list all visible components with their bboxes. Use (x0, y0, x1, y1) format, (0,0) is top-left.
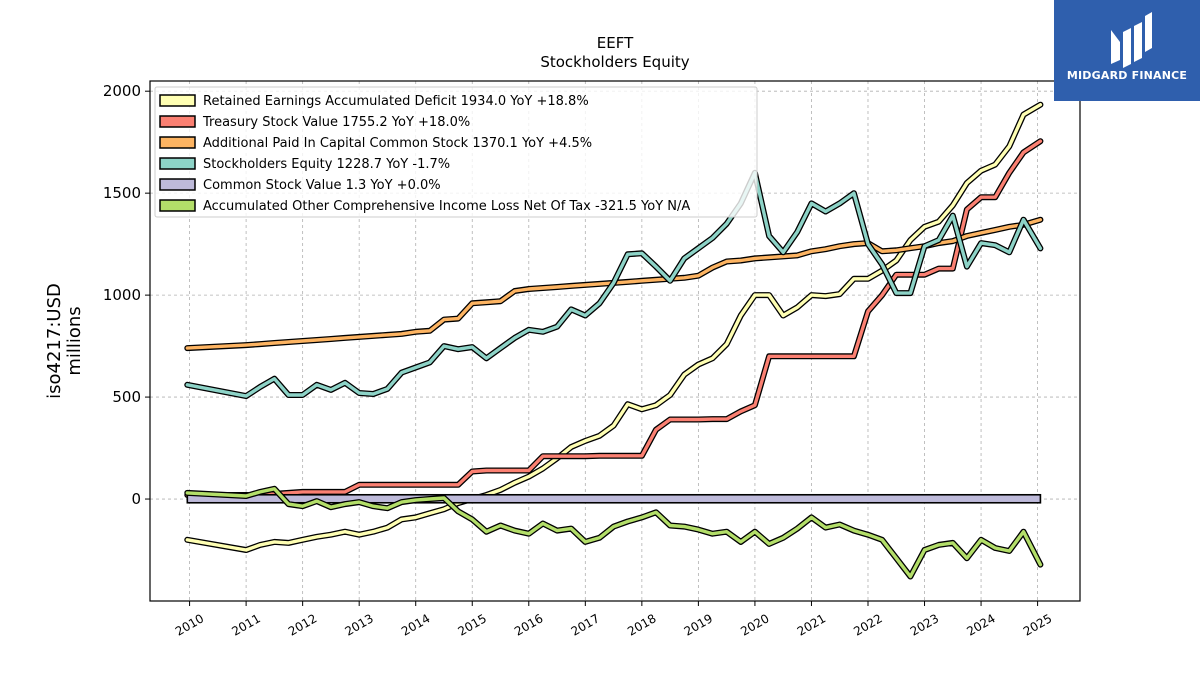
legend-entry: Treasury Stock Value 1755.2 YoY +18.0% (202, 115, 470, 130)
y-tick-label: 2000 (103, 82, 141, 100)
brand-logo: MIDGARD FINANCE (1054, 0, 1200, 101)
legend-swatch (159, 157, 196, 170)
legend: Retained Earnings Accumulated Deficit 19… (154, 86, 758, 218)
y-axis-label-line1: iso4217:USD (44, 283, 65, 399)
x-tick-label: 2011 (229, 611, 262, 638)
series-1-stroke (185, 139, 1043, 497)
legend-entry: Common Stock Value 1.3 YoY +0.0% (203, 178, 441, 193)
x-tick-label: 2023 (908, 611, 941, 638)
x-tick-label: 2018 (625, 611, 658, 638)
legend-entry: Accumulated Other Comprehensive Income L… (203, 199, 690, 214)
x-tick-label: 2025 (1021, 611, 1054, 638)
x-tick-label: 2010 (173, 611, 206, 638)
y-tick-label: 500 (112, 388, 141, 406)
x-tick-label: 2020 (738, 611, 771, 638)
plot-frame (149, 80, 1081, 602)
series-2-line (184, 216, 1044, 352)
series-1-line (184, 138, 1044, 498)
y-axis: 0 500 1000 1500 2000 (103, 82, 150, 508)
series-3-stroke (185, 171, 1043, 398)
legend-box (154, 86, 758, 218)
x-tick-label: 2021 (795, 611, 828, 638)
x-tick-label: 2022 (851, 611, 884, 638)
y-tick-label: 1000 (103, 286, 141, 304)
x-tick-label: 2014 (399, 611, 432, 638)
x-axis: 2010 2011 2012 2013 2014 2015 2016 2017 2018 2019… (173, 601, 1054, 639)
chart-subtitle: Stockholders Equity (540, 53, 689, 71)
legend-entry: Additional Paid In Capital Common Stock … (203, 136, 592, 151)
y-tick-label: 0 (131, 490, 141, 508)
x-tick-label: 2019 (682, 611, 715, 638)
x-tick-label: 2017 (569, 611, 602, 638)
series-5-stroke (185, 487, 1043, 579)
x-tick-label: 2012 (286, 611, 319, 638)
legend-entry: Stockholders Equity 1228.7 YoY -1.7% (203, 157, 450, 172)
series-4-bar (186, 493, 1042, 504)
x-tick-label: 2024 (964, 611, 997, 638)
midgard-logo-icon (1111, 12, 1152, 68)
series-4-line (186, 493, 1042, 504)
series-lines (184, 101, 1044, 580)
logo-text: MIDGARD FINANCE (1066, 69, 1188, 82)
y-axis-label-line2: millions (64, 306, 85, 375)
y-axis-label: iso4217:USD millions (44, 283, 85, 399)
legend-swatch (159, 136, 196, 149)
legend-swatch (159, 178, 196, 191)
series-3-line (184, 169, 1044, 400)
series-2-stroke (185, 218, 1043, 350)
legend-swatch (159, 199, 196, 212)
x-tick-label: 2013 (342, 611, 375, 638)
legend-swatch (159, 115, 196, 128)
series-5-line (184, 485, 1044, 580)
x-tick-label: 2016 (512, 611, 545, 638)
y-tick-label: 1500 (103, 184, 141, 202)
legend-entry: Retained Earnings Accumulated Deficit 19… (203, 94, 589, 109)
legend-swatch (159, 94, 196, 107)
x-tick-label: 2015 (456, 611, 489, 638)
chart-title: EEFT (597, 34, 634, 52)
